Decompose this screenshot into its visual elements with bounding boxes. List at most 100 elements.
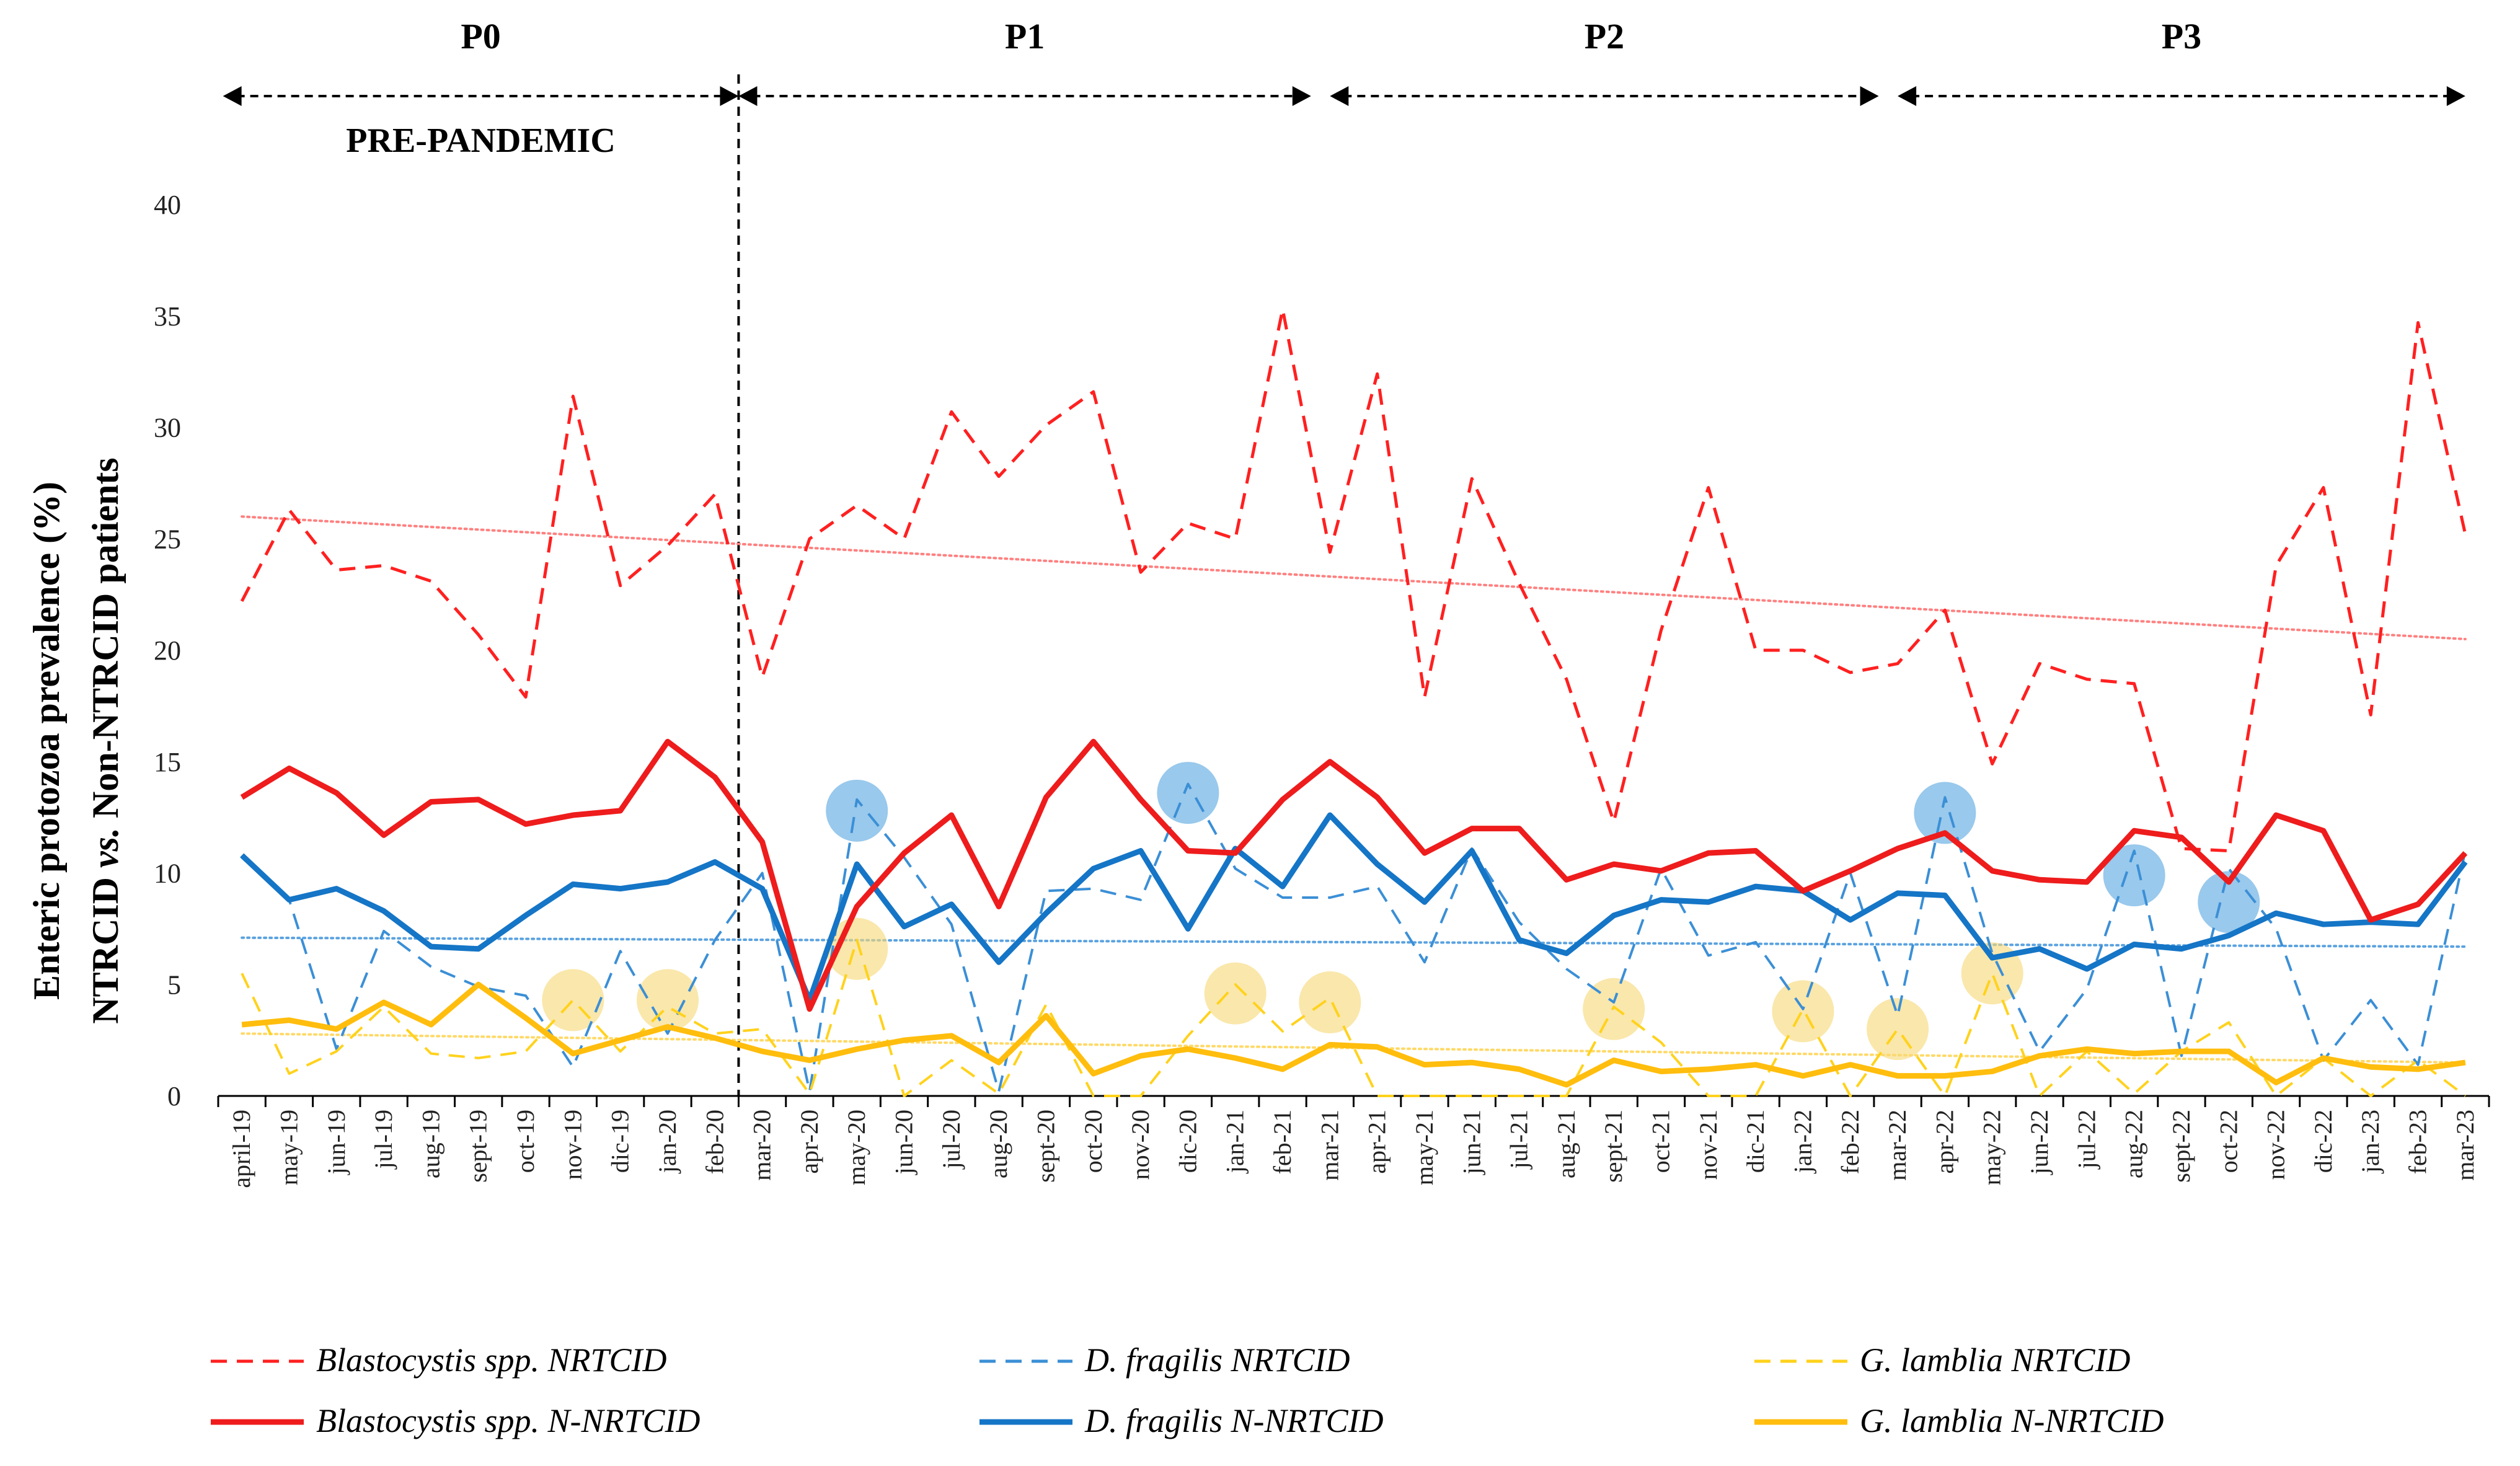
x-tick-label: aug-20 <box>984 1110 1012 1178</box>
highlight-circle <box>826 917 888 980</box>
y-tick-label: 35 <box>154 301 181 332</box>
x-tick-label: sept-19 <box>464 1110 492 1183</box>
legend-label: D. fragilis NRTCID <box>1084 1341 1350 1379</box>
period-arrow-left-head <box>1898 86 1917 106</box>
period-arrow-right-head <box>1292 86 1311 106</box>
y-tick-label: 25 <box>154 524 181 554</box>
x-tick-label: jan-21 <box>1221 1110 1249 1174</box>
y-tick-label: 40 <box>154 190 181 220</box>
axes-layer: 0 5 10 15 20 25 30 35 40 april-19 may-19 jun-19 jul-… <box>154 190 2490 1188</box>
y-axis-title-part-c: Non-NTRCID patients <box>85 457 126 828</box>
highlight-circle <box>1157 762 1219 824</box>
x-tick-label: aug-19 <box>417 1110 444 1178</box>
period-label: P0 <box>461 16 500 56</box>
legend-label: G. lamblia NRTCID <box>1860 1341 2131 1379</box>
period-arrow-left-head <box>223 86 242 106</box>
legend-label: Blastocystis spp. NRTCID <box>316 1341 667 1379</box>
x-tick-label: may-20 <box>842 1110 870 1185</box>
x-tick-label: jan-23 <box>2356 1110 2384 1174</box>
x-tick-label: feb-23 <box>2404 1110 2432 1174</box>
x-tick-label: dic-21 <box>1741 1110 1769 1173</box>
period-arrow-left-head <box>1330 86 1349 106</box>
series-line <box>240 307 2467 853</box>
x-tick-label: mar-23 <box>2451 1110 2479 1181</box>
x-tick-label: nov-20 <box>1126 1110 1154 1180</box>
x-tick-label: oct-19 <box>511 1110 539 1173</box>
x-tick-label: mar-22 <box>1883 1110 1911 1181</box>
x-tick-label: may-19 <box>275 1110 303 1185</box>
period-arrow-right-head <box>2446 86 2465 106</box>
trendline <box>241 936 2467 948</box>
x-tick-label: feb-21 <box>1268 1110 1296 1174</box>
highlight-circle <box>826 779 888 842</box>
series-line <box>240 812 2468 1003</box>
x-tick-label: sept-20 <box>1032 1110 1059 1183</box>
period-arrow-right-head <box>1860 86 1879 106</box>
period-annotations: P0 P1 P2 P3 PRE-PANDEMIC <box>223 16 2465 1096</box>
series-layer <box>240 307 2468 1097</box>
x-tick-label: dic-19 <box>606 1110 634 1173</box>
x-tick-label: feb-20 <box>701 1110 728 1174</box>
x-tick-label: jul-22 <box>2072 1110 2100 1170</box>
highlight-circle <box>636 969 699 1031</box>
x-tick-label: apr-22 <box>1930 1110 1958 1174</box>
x-tick-label: aug-22 <box>2120 1110 2148 1178</box>
series-line <box>240 738 2468 1012</box>
x-tick-label: apr-20 <box>795 1110 823 1174</box>
x-tick-label: jul-21 <box>1505 1110 1533 1170</box>
y-axis-title-part-a: NTRCID <box>85 868 126 1024</box>
highlight-circle <box>1299 971 1361 1034</box>
highlight-circle <box>2103 844 2165 907</box>
series-line <box>241 782 2467 1093</box>
y-tick-label: 5 <box>167 969 181 1000</box>
y-tick-label: 30 <box>154 413 181 443</box>
highlight-circle <box>1772 980 1834 1043</box>
x-tick-label: apr-21 <box>1363 1110 1391 1174</box>
y-tick-label: 0 <box>167 1081 181 1111</box>
x-tick-label: dic-20 <box>1174 1110 1201 1173</box>
legend-label: G. lamblia N-NRTCID <box>1860 1402 2164 1439</box>
highlight-circles-layer <box>542 762 2260 1061</box>
legend-label: Blastocystis spp. N-NRTCID <box>316 1402 701 1439</box>
prepandemic-label: PRE-PANDEMIC <box>346 121 615 160</box>
x-tick-label: mar-21 <box>1315 1110 1343 1181</box>
period-label: P2 <box>1585 16 1624 56</box>
period-arrow-left-head <box>738 86 758 106</box>
x-tick-label: jul-19 <box>369 1110 397 1170</box>
period-label: P1 <box>1005 16 1045 56</box>
x-tick-label: mar-20 <box>748 1110 776 1181</box>
highlight-circle <box>2198 871 2260 934</box>
y-axis-title-line1: Enteric protozoa prevalence (%) <box>26 482 67 1000</box>
x-tick-label: jun-19 <box>322 1110 350 1175</box>
legend-label: D. fragilis N-NRTCID <box>1084 1402 1384 1439</box>
highlight-circle <box>1914 782 1976 844</box>
period-label: P3 <box>2162 16 2201 56</box>
y-axis-title: Enteric protozoa prevalence (%) NTRCID v… <box>26 457 126 1023</box>
x-tick-label: oct-21 <box>1647 1110 1675 1173</box>
y-axis-title-part-vs: vs. <box>85 828 126 868</box>
series-line <box>241 981 2466 1088</box>
x-tick-label: jun-20 <box>890 1110 918 1175</box>
y-axis-title-line2: NTRCID vs. Non-NTRCID patients <box>85 457 126 1023</box>
x-tick-label: aug-21 <box>1552 1110 1580 1178</box>
x-tick-label: feb-22 <box>1836 1110 1864 1174</box>
x-tick-label: jan-20 <box>653 1110 681 1174</box>
x-tick-label: nov-19 <box>559 1110 586 1180</box>
y-tick-label: 20 <box>154 635 181 666</box>
trendline <box>241 515 2467 641</box>
x-tick-label: jun-21 <box>1457 1110 1485 1175</box>
x-tick-label: sept-21 <box>1599 1110 1627 1183</box>
x-tick-label: nov-22 <box>2262 1110 2290 1180</box>
x-tick-label: may-22 <box>1978 1110 2006 1185</box>
x-tick-label: may-21 <box>1410 1110 1438 1185</box>
legend: Blastocystis spp. NRTCID D. fragilis NRTC… <box>211 1341 2164 1439</box>
x-tick-label: jul-20 <box>937 1110 965 1170</box>
x-tick-label: jan-22 <box>1788 1110 1816 1174</box>
x-tick-label: dic-22 <box>2309 1110 2337 1173</box>
x-tick-label: sept-22 <box>2167 1110 2195 1183</box>
highlight-circle <box>1204 962 1267 1025</box>
period-arrow-right-head <box>720 86 739 106</box>
x-tick-label: jun-22 <box>2025 1110 2053 1175</box>
x-tick-label: nov-21 <box>1694 1110 1722 1180</box>
